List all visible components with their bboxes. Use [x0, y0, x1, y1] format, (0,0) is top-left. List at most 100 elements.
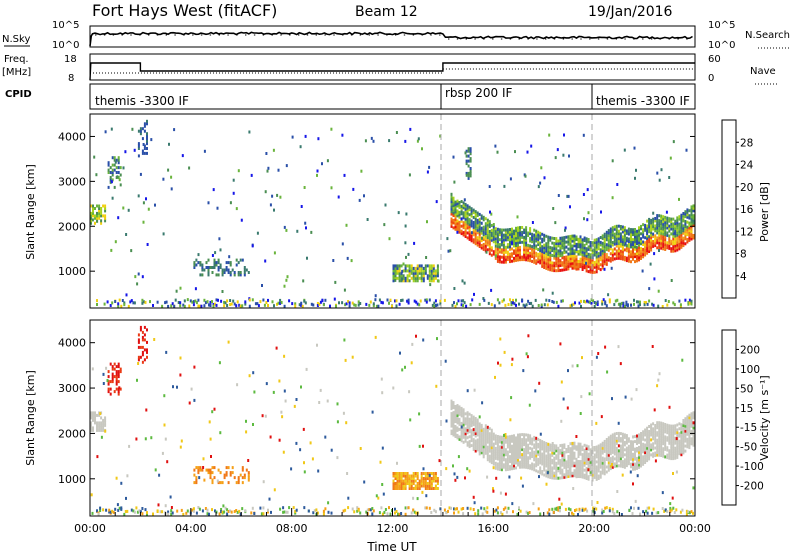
- heat-cell: [563, 458, 566, 462]
- heat-cell: [601, 251, 604, 255]
- heat-cell: [625, 236, 628, 240]
- heat-cell: [486, 438, 489, 442]
- heat-cell: [646, 446, 649, 450]
- heat-cell: [422, 479, 425, 483]
- heat-cell: [496, 457, 499, 461]
- heat-cell: [648, 444, 651, 448]
- heat-cell: [519, 460, 521, 464]
- heat-cell: [96, 455, 99, 459]
- heat-cell: [531, 252, 534, 256]
- heat-cell: [460, 303, 463, 307]
- heat-cell: [599, 263, 602, 267]
- heat-cell: [539, 254, 542, 257]
- heat-cell: [437, 279, 440, 283]
- heat-cell: [91, 218, 94, 222]
- heat-cell: [692, 486, 695, 490]
- heat-cell: [523, 231, 526, 234]
- heat-cell: [684, 232, 687, 236]
- heat-cell: [549, 460, 552, 464]
- heat-cell: [583, 443, 586, 447]
- heat-cell: [525, 241, 528, 244]
- heat-cell: [653, 252, 656, 256]
- heat-cell: [561, 456, 564, 460]
- heat-cell: [500, 463, 503, 467]
- heat-cell: [506, 438, 509, 441]
- heat-cell: [450, 222, 453, 226]
- heat-cell: [648, 235, 651, 239]
- heat-cell: [601, 466, 604, 470]
- heat-cell: [458, 435, 461, 439]
- heat-cell: [547, 257, 550, 261]
- heat-cell: [615, 227, 618, 231]
- heat-cell: [467, 171, 470, 175]
- heat-cell: [117, 216, 120, 220]
- heat-cell: [561, 246, 564, 250]
- heat-cell: [504, 458, 507, 462]
- heat-cell: [658, 178, 661, 182]
- heat-cell: [454, 225, 457, 229]
- heat-cell: [650, 433, 653, 437]
- heat-cell: [581, 260, 584, 264]
- heat-cell: [537, 255, 540, 259]
- heat-cell: [470, 236, 473, 240]
- heat-cell: [670, 217, 673, 221]
- heat-cell: [350, 259, 353, 263]
- heat-cell: [282, 510, 285, 514]
- heat-cell: [117, 171, 120, 174]
- heat-cell: [357, 508, 360, 512]
- heat-cell: [276, 302, 278, 306]
- heat-cell: [567, 475, 570, 478]
- heat-cell: [420, 474, 423, 478]
- heat-cell: [674, 426, 677, 430]
- heat-cell: [519, 448, 521, 452]
- heat-cell: [690, 414, 693, 418]
- heat-cell: [92, 411, 94, 415]
- heat-cell: [434, 510, 437, 514]
- heat-cell: [561, 239, 564, 242]
- heat-cell: [474, 429, 477, 433]
- heat-cell: [496, 242, 499, 246]
- heat-cell: [482, 230, 485, 234]
- heat-cell: [496, 511, 499, 515]
- heat-cell: [686, 240, 689, 244]
- heat-cell: [619, 437, 622, 441]
- heat-cell: [146, 151, 148, 155]
- heat-cell: [511, 457, 513, 461]
- heat-cell: [613, 237, 616, 241]
- heat-cell: [565, 262, 568, 266]
- heat-cell: [561, 241, 564, 245]
- heat-cell: [465, 304, 468, 308]
- heat-cell: [650, 423, 653, 427]
- heat-cell: [462, 415, 465, 419]
- heat-cell: [642, 252, 645, 256]
- heat-cell: [599, 465, 602, 469]
- heat-cell: [271, 300, 274, 304]
- heat-cell: [282, 450, 285, 454]
- heat-cell: [541, 252, 544, 256]
- heat-cell: [197, 304, 200, 308]
- heat-cell: [468, 442, 471, 446]
- heat-cell: [401, 368, 404, 372]
- heat-cell: [418, 269, 421, 273]
- heat-cell: [660, 241, 663, 245]
- heat-cell: [525, 246, 528, 249]
- freq-series: [89, 62, 695, 81]
- heat-cell: [398, 474, 401, 478]
- heat-cell: [632, 238, 634, 242]
- heat-cell: [630, 240, 632, 244]
- heat-cell: [559, 466, 562, 470]
- heat-cell: [686, 213, 689, 217]
- heat-cell: [316, 173, 318, 177]
- heat-cell: [581, 238, 584, 242]
- heat-cell: [469, 157, 472, 161]
- heat-cell: [682, 244, 685, 248]
- heat-cell: [625, 303, 628, 307]
- heat-cell: [529, 251, 532, 255]
- heat-cell: [605, 465, 608, 469]
- heat-cell: [634, 252, 636, 256]
- heat-cell: [414, 276, 417, 280]
- heat-cell: [658, 446, 661, 450]
- heat-cell: [541, 472, 544, 476]
- heat-cell: [617, 439, 620, 443]
- heat-cell: [90, 221, 92, 225]
